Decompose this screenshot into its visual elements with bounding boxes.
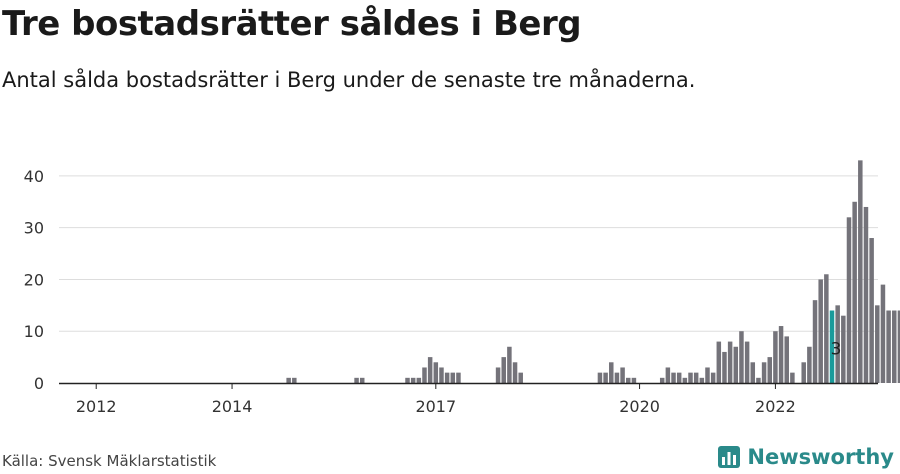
bar	[739, 331, 744, 383]
bar	[682, 377, 688, 383]
bar	[614, 372, 620, 383]
bar	[880, 284, 886, 383]
bar	[727, 341, 733, 383]
bar	[354, 377, 359, 383]
bar	[665, 367, 671, 383]
bar	[422, 367, 427, 383]
bar	[829, 310, 835, 383]
bar	[733, 346, 739, 383]
bar	[444, 372, 450, 383]
bar	[671, 372, 676, 383]
bar	[620, 367, 625, 383]
bar	[744, 341, 750, 383]
bar	[784, 336, 789, 383]
bar	[773, 331, 778, 383]
bar	[852, 201, 857, 383]
bar	[688, 372, 693, 383]
bar	[778, 326, 784, 383]
x-tick-label: 2014	[212, 397, 253, 416]
bar	[626, 377, 631, 383]
bar	[699, 377, 705, 383]
bar	[659, 377, 665, 383]
bar	[716, 341, 722, 383]
bar	[456, 372, 461, 383]
bar	[501, 357, 506, 383]
bar	[869, 238, 874, 383]
bar	[812, 300, 818, 383]
bar	[818, 279, 823, 383]
bar	[841, 315, 846, 383]
bar	[676, 372, 682, 383]
bar	[433, 362, 439, 383]
bar	[886, 310, 891, 383]
bar	[405, 377, 410, 383]
bar	[807, 346, 812, 383]
bar	[693, 372, 699, 383]
bar	[597, 372, 603, 383]
bar	[439, 367, 444, 383]
chart-title: Tre bostadsrätter såldes i Berg	[2, 4, 582, 44]
bar	[835, 305, 840, 383]
bar	[603, 372, 608, 383]
brand-name: Newsworthy	[747, 445, 894, 469]
bar	[631, 377, 637, 383]
y-tick-label: 30	[24, 219, 44, 238]
bar	[756, 377, 761, 383]
source-note: Källa: Svensk Mäklarstatistik	[2, 452, 217, 470]
x-tick-label: 2020	[619, 397, 660, 416]
bar	[722, 351, 727, 383]
bar	[410, 377, 416, 383]
newsworthy-logo-icon	[718, 446, 741, 468]
x-tick-label: 2022	[755, 397, 796, 416]
bar	[609, 362, 614, 383]
bar	[767, 357, 772, 383]
bar	[761, 362, 767, 383]
bar	[801, 362, 806, 383]
bar	[705, 367, 710, 383]
y-tick-label: 20	[24, 270, 44, 289]
bar	[897, 310, 900, 383]
bar	[824, 274, 829, 383]
bar	[495, 367, 501, 383]
bar	[846, 217, 852, 383]
bar	[790, 372, 795, 383]
highlight-data-label: 3	[831, 339, 842, 359]
x-tick-label: 2012	[76, 397, 117, 416]
bar	[292, 377, 297, 383]
bar	[359, 377, 365, 383]
y-tick-label: 40	[24, 167, 44, 186]
bar	[892, 310, 897, 383]
bar	[710, 372, 716, 383]
bar	[875, 305, 880, 383]
bar	[286, 377, 291, 383]
chart-subtitle: Antal sålda bostadsrätter i Berg under d…	[2, 68, 696, 92]
y-tick-label: 10	[24, 322, 44, 341]
bar	[416, 377, 422, 383]
x-tick-label: 2017	[415, 397, 456, 416]
bar	[427, 357, 433, 383]
bar	[863, 206, 869, 383]
bar	[450, 372, 456, 383]
bar	[518, 372, 523, 383]
bar	[750, 362, 756, 383]
bar	[512, 362, 518, 383]
bar	[858, 160, 863, 383]
bar	[507, 346, 512, 383]
brand-logo: Newsworthy	[717, 442, 894, 472]
y-tick-label: 0	[34, 374, 44, 393]
